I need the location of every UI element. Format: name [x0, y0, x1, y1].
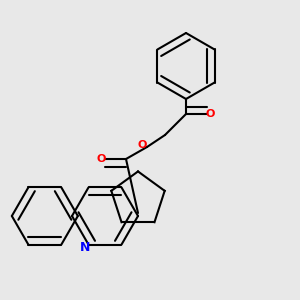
Text: O: O [206, 109, 215, 119]
Text: N: N [80, 241, 91, 254]
Text: O: O [97, 154, 106, 164]
Text: O: O [138, 140, 147, 151]
